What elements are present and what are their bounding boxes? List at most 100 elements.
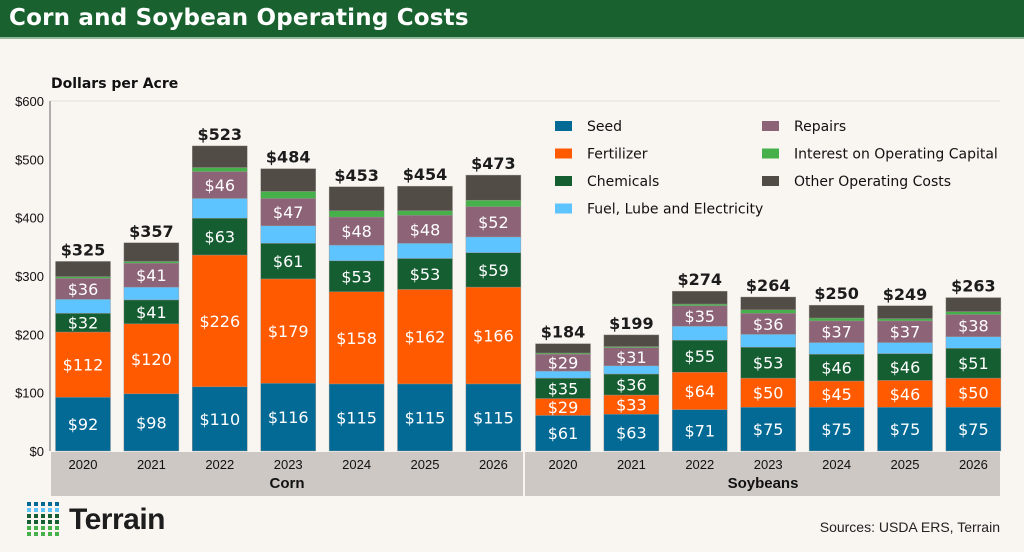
legend-swatch [762, 148, 779, 159]
bar-segment-fuel-lube-and-electricity [123, 286, 180, 301]
total-label: $357 [129, 222, 174, 241]
segment-label: $75 [958, 420, 989, 439]
bar-segment-seed [123, 393, 180, 452]
bar-segment-chemicals [808, 353, 865, 382]
bar-segment-fertilizer [808, 380, 865, 408]
bar-segment-other-operating-costs [808, 304, 865, 319]
bar-segment-chemicals [465, 252, 522, 288]
x-tick-label: 2022 [205, 457, 234, 472]
x-tick-label: 2021 [137, 457, 166, 472]
segment-label: $38 [958, 317, 989, 336]
x-tick-label: 2025 [891, 457, 920, 472]
bar-segment-interest-on-operating-capital [740, 309, 796, 314]
legend-label: Seed [587, 119, 622, 135]
bar-segment-repairs [465, 206, 522, 238]
y-axis-label: Dollars per Acre [51, 76, 179, 92]
bar-segment-seed [672, 409, 728, 452]
segment-label: $63 [616, 424, 647, 443]
y-tick-label: $500 [15, 152, 44, 167]
logo-dot [41, 520, 45, 524]
segment-label: $52 [478, 213, 509, 232]
segment-label: $31 [616, 348, 647, 367]
total-label: $264 [746, 276, 791, 295]
segment-label: $41 [136, 303, 167, 322]
logo-dot [48, 502, 52, 506]
segment-label: $32 [68, 314, 99, 333]
segment-label: $33 [616, 396, 647, 415]
segment-label: $226 [199, 312, 240, 331]
bar-segment-other-operating-costs [55, 261, 111, 277]
bar-segment-fertilizer [740, 377, 796, 408]
bar-segment-fuel-lube-and-electricity [55, 299, 111, 314]
logo-dot [55, 508, 59, 512]
bar-segment-chemicals [945, 348, 1002, 379]
segment-label: $75 [753, 420, 784, 439]
bar-segment-seed [397, 383, 453, 452]
bar-segment-chemicals [397, 258, 453, 290]
logo-dot [55, 514, 59, 518]
bar-segment-other-operating-costs [397, 185, 453, 211]
y-tick-label: $600 [15, 94, 44, 109]
x-tick-label: 2024 [342, 457, 371, 472]
logo-dot [55, 526, 59, 530]
segment-label: $63 [205, 228, 236, 247]
segment-label: $36 [753, 315, 784, 334]
category-band [51, 452, 1000, 496]
x-tick-label: 2026 [959, 457, 988, 472]
total-label: $263 [951, 277, 996, 296]
logo-dot [27, 526, 31, 530]
bar-segment-fuel-lube-and-electricity [603, 365, 660, 375]
group-label: Soybeans [728, 475, 799, 492]
bar-segment-interest-on-operating-capital [672, 303, 728, 306]
bar-segment-chemicals [740, 346, 796, 379]
bar-segment-fuel-lube-and-electricity [945, 336, 1002, 349]
segment-label: $71 [685, 421, 716, 440]
total-label: $184 [541, 323, 586, 342]
x-tick-label: 2022 [685, 457, 714, 472]
bar-segment-repairs [192, 171, 248, 199]
bar-segment-other-operating-costs [123, 242, 180, 262]
y-tick-label: $0 [30, 444, 44, 459]
x-tick-label: 2020 [69, 457, 98, 472]
logo-dot [27, 514, 31, 518]
total-label: $250 [814, 284, 859, 303]
segment-label: $46 [890, 385, 921, 404]
bar-segment-fuel-lube-and-electricity [740, 334, 796, 348]
bar-segment-interest-on-operating-capital [260, 191, 316, 199]
bar-segment-other-operating-costs [740, 296, 796, 311]
bar-segment-fuel-lube-and-electricity [328, 244, 385, 262]
bar-segment-interest-on-operating-capital [945, 311, 1002, 315]
total-label: $325 [61, 240, 106, 259]
logo-dot [27, 502, 31, 506]
bar-segment-fertilizer [945, 377, 1002, 408]
segment-label: $45 [821, 385, 852, 404]
total-label: $484 [266, 148, 311, 167]
logo-dot [48, 526, 52, 530]
segment-label: $120 [131, 350, 172, 369]
bar-segment-fertilizer [55, 331, 111, 398]
logo-dot [48, 520, 52, 524]
logo-dot [41, 526, 45, 530]
logo-text: Terrain [69, 503, 165, 536]
legend-label: Other Operating Costs [794, 174, 951, 190]
logo-dot [34, 502, 38, 506]
segment-label: $35 [685, 307, 716, 326]
segment-label: $64 [685, 382, 716, 401]
bar-segment-seed [328, 383, 385, 452]
bar-segment-seed [55, 397, 111, 452]
legend-label: Chemicals [587, 174, 659, 190]
segment-label: $166 [473, 327, 514, 346]
segment-label: $53 [753, 354, 784, 373]
segment-label: $112 [63, 356, 104, 375]
bar-segment-seed [465, 383, 522, 452]
legend-swatch [555, 148, 572, 159]
logo-dot [55, 520, 59, 524]
logo-dots-icon [27, 502, 59, 536]
legend-label: Repairs [794, 119, 846, 135]
bar-segment-chemicals [192, 218, 248, 256]
segment-label: $48 [410, 220, 441, 239]
logo-dot [48, 532, 52, 536]
bar-segment-seed [808, 407, 865, 452]
logo-dot [41, 514, 45, 518]
bar-segment-other-operating-costs [945, 297, 1002, 312]
